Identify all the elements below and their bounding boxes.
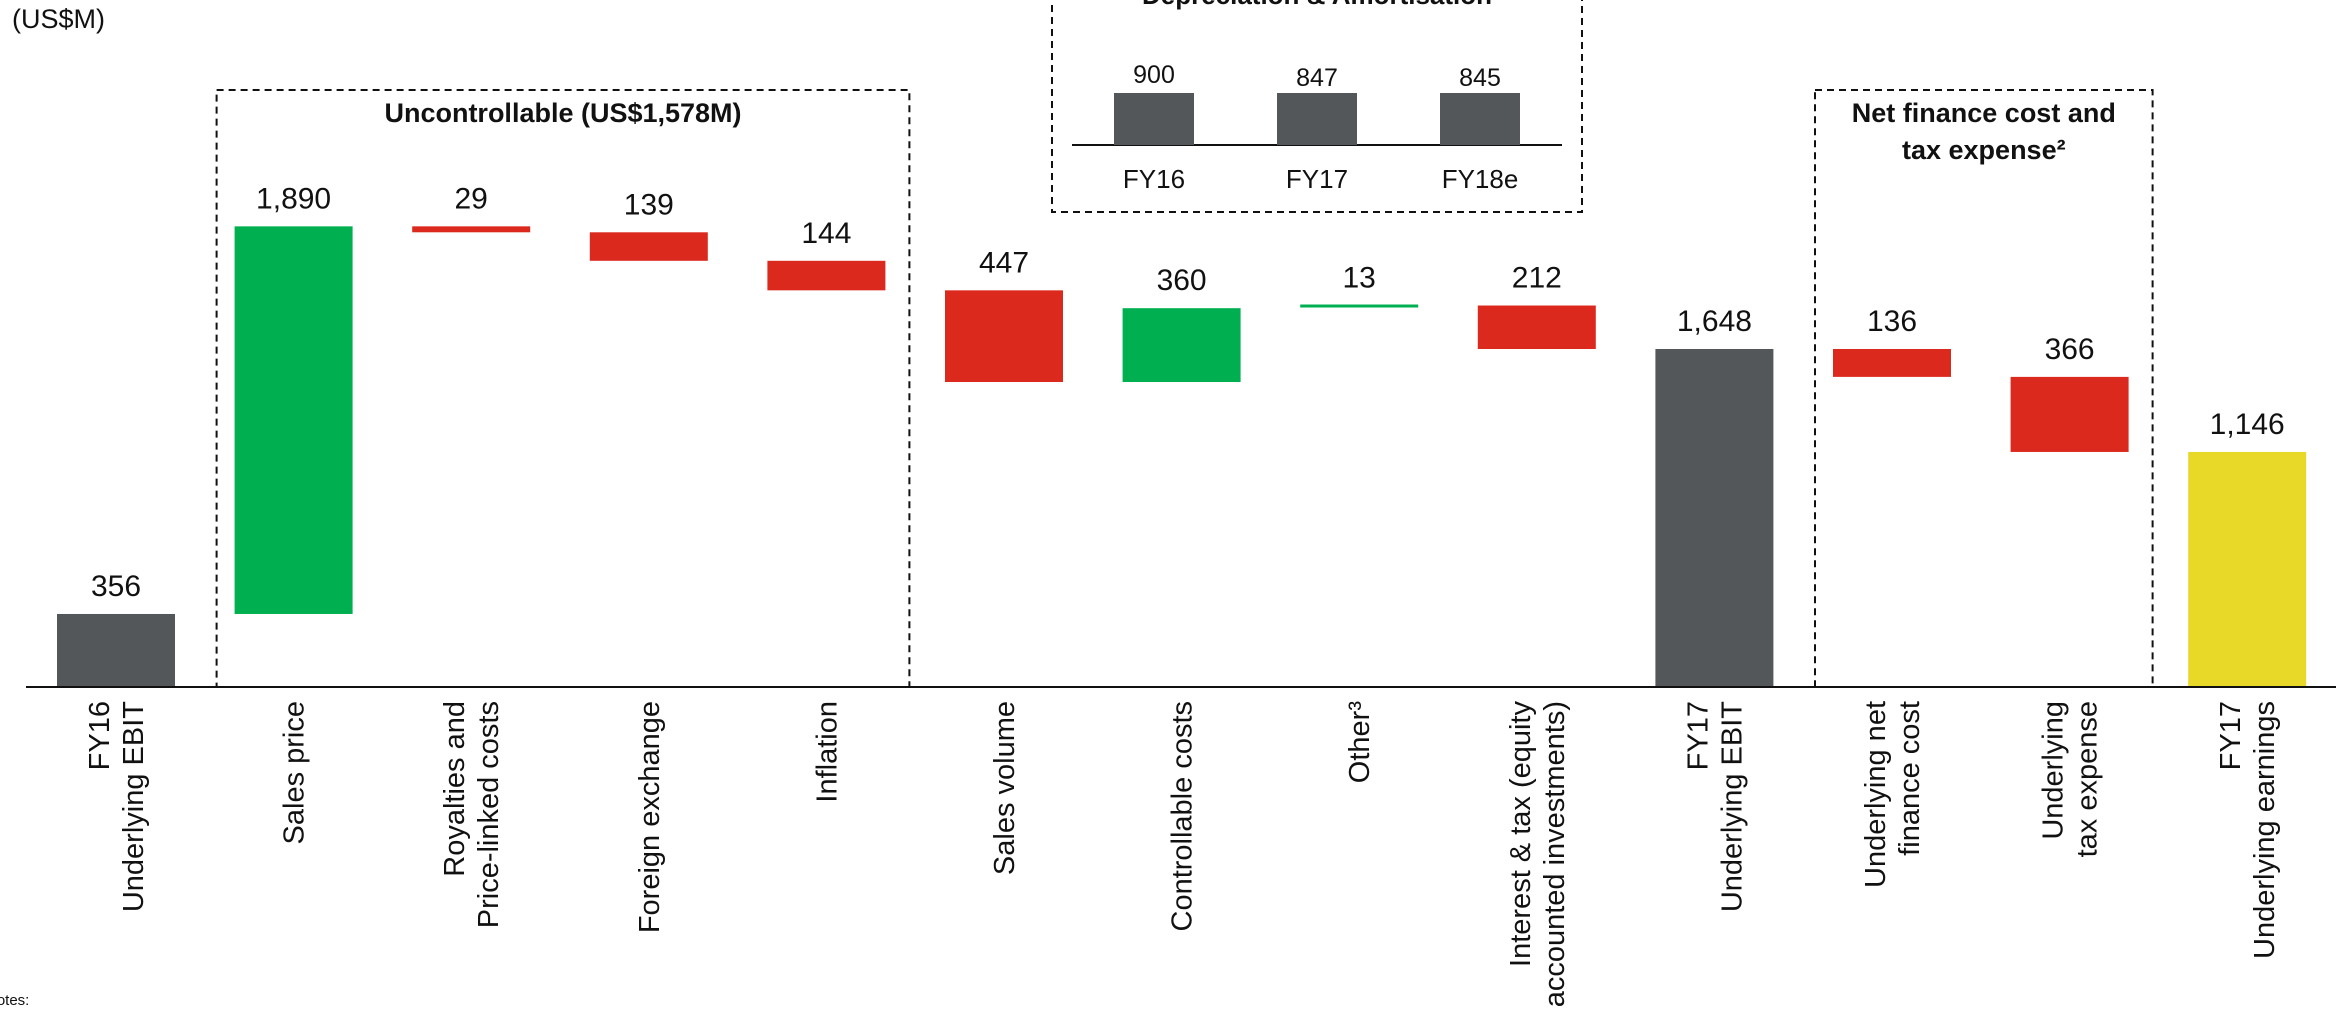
inset-title: Depreciation & Amortisation (1142, 0, 1492, 10)
category-label: FY16Underlying EBIT (84, 701, 150, 912)
category-label: Underlying netfinance cost (1860, 701, 1926, 888)
bar-value-label: 139 (624, 188, 674, 221)
category-label: Underlyingtax expense (2038, 701, 2104, 857)
bar-value-label: 1,146 (2210, 408, 2285, 441)
footnote: Notes: (0, 992, 30, 1009)
inset-value-label: 845 (1459, 64, 1501, 92)
waterfall-bar (1655, 348, 1774, 687)
waterfall-bar (945, 290, 1063, 383)
group-title: Net finance cost and (1852, 98, 2116, 128)
waterfall-bar (1300, 304, 1419, 308)
inset-value-label: 900 (1133, 61, 1175, 89)
inset-category-label: FY16 (1123, 164, 1185, 194)
bar-value-label: 366 (2045, 333, 2095, 366)
inset-bar-base (1277, 93, 1357, 145)
inset-bar-base (1440, 93, 1520, 145)
inset-category-label: FY17 (1286, 164, 1348, 194)
category-label: Sales volume (989, 701, 1021, 875)
bar-value-label: 13 (1343, 262, 1376, 295)
inset-value-label: 847 (1296, 64, 1338, 92)
waterfall-bar (767, 260, 886, 291)
category-label: Interest & tax (equityaccounted investme… (1505, 701, 1571, 1008)
group-box-2 (1814, 89, 2154, 688)
waterfall-bar (57, 613, 175, 687)
bar-value-label: 136 (1867, 305, 1917, 338)
inset-category-label: FY18e (1442, 164, 1519, 194)
waterfall-bar (2010, 376, 2129, 452)
waterfall-bar (412, 226, 531, 233)
category-label: FY17Underlying EBIT (1682, 701, 1748, 912)
waterfall-bar (1477, 305, 1596, 349)
bar-value-label: 29 (455, 182, 488, 215)
category-label: Inflation (811, 701, 843, 803)
inset-box (1051, 0, 1583, 213)
waterfall-bar (589, 232, 708, 261)
bar-value-label: 447 (979, 246, 1029, 279)
category-label: Other³ (1344, 701, 1376, 784)
category-label: Controllable costs (1167, 701, 1199, 932)
bar-value-label: 356 (91, 570, 141, 603)
category-label: Royalties andPrice-linked costs (439, 701, 505, 928)
inset-bar-base (1114, 93, 1194, 145)
bar-value-label: 1,648 (1677, 305, 1752, 338)
bar-value-label: 360 (1157, 264, 1207, 297)
bar-value-label: 1,890 (256, 182, 331, 215)
waterfall-bar (1122, 308, 1241, 383)
bar-value-label: 212 (1512, 262, 1562, 295)
waterfall-bar (2188, 451, 2307, 687)
unit-label: (US$M) (12, 4, 105, 34)
category-label: Sales price (279, 701, 311, 844)
group-title: tax expense² (1902, 135, 2066, 165)
category-label: FY17Underlying earnings (2215, 701, 2281, 959)
waterfall-bar (234, 226, 353, 614)
waterfall-bar (1833, 348, 1951, 377)
category-label: Foreign exchange (634, 701, 666, 933)
group-title: Uncontrollable (US$1,578M) (384, 98, 741, 128)
bar-value-label: 144 (801, 217, 851, 250)
